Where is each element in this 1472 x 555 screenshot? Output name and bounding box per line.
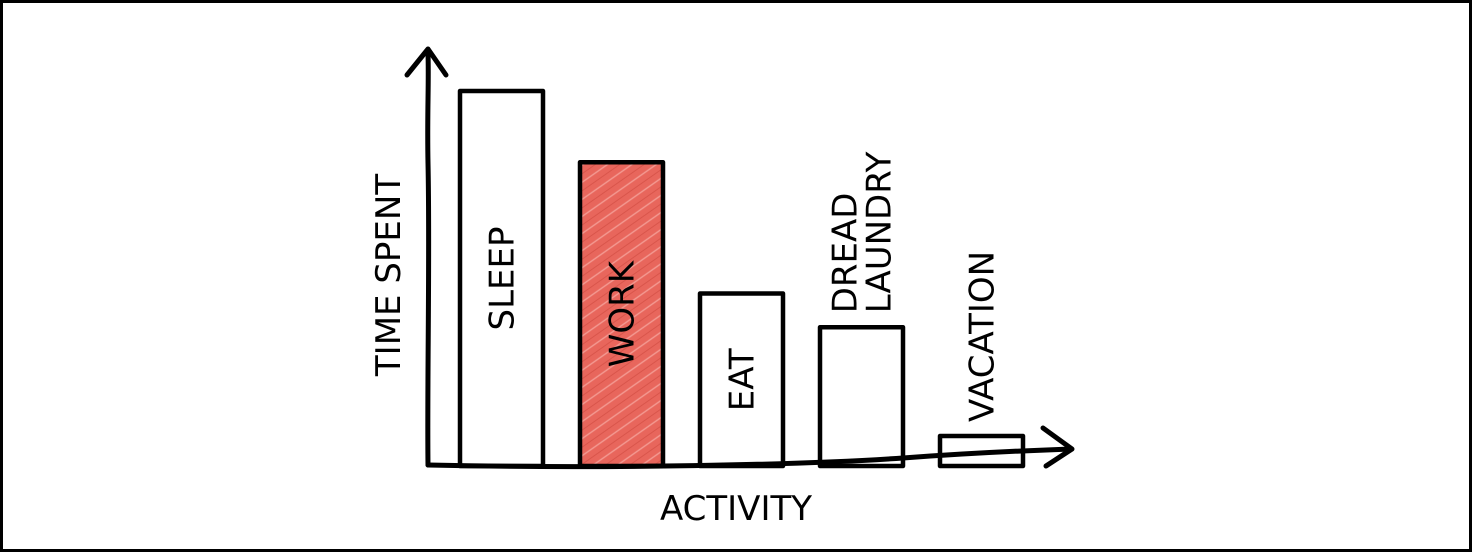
bar-label-line: WORK bbox=[603, 259, 643, 367]
bar-label-sleep: SLEEP bbox=[483, 227, 523, 331]
bar-label-line: LAUNDRY bbox=[860, 151, 900, 313]
bar-label-line: EAT bbox=[723, 348, 763, 411]
y-axis-label: TIME SPENT bbox=[369, 174, 409, 377]
bar-label-eat: EAT bbox=[723, 348, 763, 411]
bar-dread-laundry bbox=[817, 325, 906, 469]
x-axis bbox=[425, 446, 1073, 470]
bar-label-line: VACATION bbox=[963, 251, 1003, 422]
y-axis bbox=[425, 50, 432, 468]
bar-label-work: WORK bbox=[603, 259, 643, 367]
x-axis-label: ACTIVITY bbox=[660, 489, 812, 529]
bar-label-line: SLEEP bbox=[483, 227, 523, 331]
bar-label-vacation: VACATION bbox=[963, 251, 1003, 422]
x-axis-arrowhead bbox=[1040, 425, 1075, 469]
bar-label-line: DREAD bbox=[826, 193, 866, 314]
bar-sleep bbox=[457, 88, 546, 469]
y-axis-arrowhead bbox=[404, 46, 449, 78]
